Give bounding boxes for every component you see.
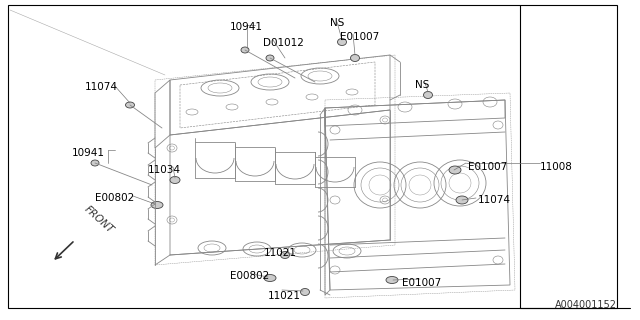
Ellipse shape [337, 38, 346, 45]
Text: NS: NS [415, 80, 429, 90]
Text: E00802: E00802 [230, 271, 269, 281]
Text: 11008: 11008 [540, 162, 573, 172]
Ellipse shape [280, 252, 289, 259]
Text: FRONT: FRONT [82, 204, 115, 235]
Ellipse shape [91, 160, 99, 166]
Ellipse shape [151, 202, 163, 209]
Ellipse shape [266, 55, 274, 61]
Text: A004001152: A004001152 [555, 300, 617, 310]
Ellipse shape [125, 102, 134, 108]
Text: 11034: 11034 [148, 165, 181, 175]
Text: 10941: 10941 [230, 22, 263, 32]
Ellipse shape [351, 54, 360, 61]
Text: 11074: 11074 [478, 195, 511, 205]
Text: 11074: 11074 [85, 82, 118, 92]
Ellipse shape [424, 92, 433, 99]
Text: 11021: 11021 [268, 291, 301, 301]
Text: NS: NS [330, 18, 344, 28]
Text: E01007: E01007 [468, 162, 508, 172]
Text: E01007: E01007 [340, 32, 380, 42]
Ellipse shape [456, 196, 468, 204]
Ellipse shape [386, 276, 398, 284]
Ellipse shape [170, 177, 180, 183]
Ellipse shape [301, 289, 310, 295]
Text: E01007: E01007 [402, 278, 441, 288]
Ellipse shape [241, 47, 249, 53]
Text: 10941: 10941 [72, 148, 105, 158]
Text: E00802: E00802 [95, 193, 134, 203]
Ellipse shape [449, 166, 461, 174]
Ellipse shape [264, 275, 276, 282]
Text: D01012: D01012 [263, 38, 304, 48]
Text: 11021: 11021 [264, 248, 297, 258]
